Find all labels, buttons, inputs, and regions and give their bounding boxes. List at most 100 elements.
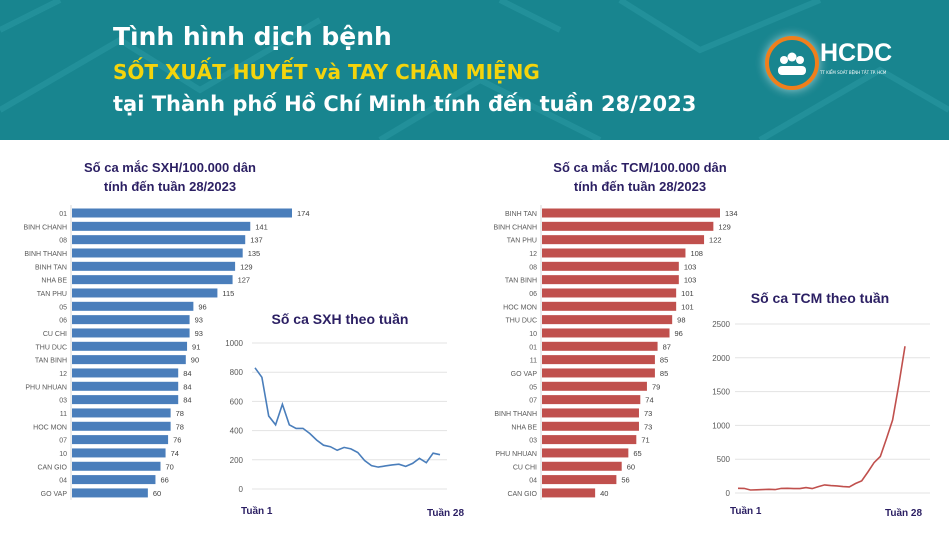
tcm-category-label: 01 <box>529 344 537 351</box>
tcm-category-label: HOC MON <box>503 304 537 311</box>
tcm-bar <box>542 301 677 311</box>
tcm-value-label: 85 <box>660 369 668 378</box>
tcm-weekly-ytick-label: 1500 <box>712 388 730 397</box>
sxh-value-label: 66 <box>160 476 168 485</box>
tcm-value-label: 60 <box>627 462 635 471</box>
tcm-category-label: TAN BINH <box>505 278 537 285</box>
tcm-value-label: 87 <box>663 342 671 351</box>
tcm-value-label: 122 <box>709 236 722 245</box>
tcm-weekly-xlabel-start: Tuần 1 <box>730 505 762 517</box>
sxh-bar <box>72 288 218 298</box>
sxh-bar <box>72 421 171 431</box>
sxh-bar <box>72 315 190 325</box>
tcm-bar <box>542 341 658 351</box>
sxh-value-label: 127 <box>238 276 251 285</box>
sxh-bar <box>72 235 246 245</box>
sxh-value-label: 78 <box>176 409 184 418</box>
sxh-weekly-ytick-label: 800 <box>230 368 244 377</box>
sxh-line-title: Số ca SXH theo tuần <box>271 311 409 327</box>
tcm-bar-subtitle: tính đến tuần 28/2023 <box>573 179 707 194</box>
tcm-category-label: TAN PHU <box>507 238 537 245</box>
tcm-value-label: 40 <box>600 489 608 498</box>
sxh-category-label: 04 <box>59 478 67 485</box>
tcm-bar <box>542 421 639 431</box>
sxh-bar <box>72 435 169 445</box>
hcdc-logo: HCDC TT KIỂM SOÁT BỆNH TẬT TP. HCM <box>762 33 902 93</box>
sxh-bar <box>72 341 188 351</box>
tcm-category-label: PHU NHUAN <box>495 451 537 458</box>
sxh-value-label: 129 <box>240 262 253 271</box>
sxh-weekly-ytick-label: 0 <box>239 485 244 494</box>
tcm-bar <box>542 288 677 298</box>
tcm-value-label: 96 <box>675 329 683 338</box>
sxh-bar <box>72 408 171 418</box>
sxh-bar <box>72 381 179 391</box>
sxh-category-label: BINH CHANH <box>23 224 67 231</box>
sxh-value-label: 91 <box>192 342 200 351</box>
tcm-bar <box>542 208 720 218</box>
tcm-weekly-ytick-label: 0 <box>726 489 731 498</box>
tcm-value-label: 74 <box>645 396 653 405</box>
tcm-value-label: 98 <box>677 316 685 325</box>
tcm-category-label: BINH TAN <box>505 211 537 218</box>
tcm-bar-title: Số ca mắc TCM/100.000 dân tính đến tuần … <box>510 158 770 196</box>
sxh-bar <box>72 208 292 218</box>
sxh-weekly-ytick-label: 600 <box>230 397 244 406</box>
tcm-weekly-ytick-label: 2500 <box>712 320 730 329</box>
tcm-bar <box>542 488 596 498</box>
tcm-category-label: 12 <box>529 251 537 258</box>
sxh-value-label: 93 <box>195 316 203 325</box>
sxh-value-label: 93 <box>195 329 203 338</box>
sxh-value-label: 90 <box>191 356 199 365</box>
sxh-bar <box>72 248 243 258</box>
sxh-category-label: 10 <box>59 451 67 458</box>
sxh-category-label: 08 <box>59 238 67 245</box>
tcm-value-label: 79 <box>652 382 660 391</box>
tcm-category-label: BINH CHANH <box>493 224 537 231</box>
tcm-bar <box>542 235 705 245</box>
sxh-bar <box>72 328 190 338</box>
sxh-weekly-xlabel-end: Tuần 28 <box>427 507 464 519</box>
tcm-bar <box>542 448 629 458</box>
sxh-value-label: 96 <box>198 302 206 311</box>
sxh-bar <box>72 488 148 498</box>
sxh-bar <box>72 368 179 378</box>
sxh-category-label: CAN GIO <box>37 464 67 471</box>
title-line-3: tại Thành phố Hồ Chí Minh tính đến tuần … <box>113 92 697 116</box>
logo-subtitle: TT KIỂM SOÁT BỆNH TẬT TP. HCM <box>820 70 887 75</box>
sxh-bar <box>72 261 236 271</box>
sxh-value-label: 60 <box>153 489 161 498</box>
sxh-weekly-ytick-label: 200 <box>230 456 244 465</box>
sxh-value-label: 76 <box>173 436 181 445</box>
sxh-value-label: 115 <box>222 289 234 298</box>
tcm-category-label: 11 <box>530 358 537 365</box>
tcm-value-label: 129 <box>718 222 731 231</box>
tcm-value-label: 73 <box>644 409 652 418</box>
sxh-category-label: NHA BE <box>41 278 67 285</box>
tcm-category-label: 05 <box>529 384 537 391</box>
tcm-bar-title-text: Số ca mắc TCM/100.000 dân <box>553 160 727 175</box>
sxh-category-label: TAN PHU <box>37 291 67 298</box>
tcm-category-label: CAN GIO <box>507 491 537 498</box>
sxh-bar-title-text: Số ca mắc SXH/100.000 dân <box>84 160 256 175</box>
sxh-category-label: 01 <box>59 211 67 218</box>
sxh-category-label: GO VAP <box>41 491 68 498</box>
sxh-weekly-ytick-label: 400 <box>230 427 244 436</box>
title-line-1: Tình hình dịch bệnh <box>113 22 392 51</box>
sxh-category-label: HOC MON <box>33 424 67 431</box>
sxh-value-label: 84 <box>183 369 191 378</box>
sxh-category-label: TAN BINH <box>35 358 67 365</box>
sxh-weekly-series-line <box>254 367 441 468</box>
header-banner: Tình hình dịch bệnh SỐT XUẤT HUYẾT và TA… <box>0 0 949 140</box>
tcm-weekly-ytick-label: 2000 <box>712 354 730 363</box>
title-line-2: SỐT XUẤT HUYẾT và TAY CHÂN MIỆNG <box>113 60 540 84</box>
sxh-value-label: 70 <box>166 462 174 471</box>
tcm-category-label: NHA BE <box>511 424 537 431</box>
tcm-bar <box>542 328 670 338</box>
tcm-value-label: 71 <box>641 436 649 445</box>
tcm-weekly-ytick-label: 1000 <box>712 421 730 430</box>
sxh-category-label: PHU NHUAN <box>25 384 67 391</box>
sxh-bar-subtitle: tính đến tuần 28/2023 <box>103 179 237 194</box>
tcm-category-label: 04 <box>529 478 537 485</box>
sxh-value-label: 174 <box>297 209 310 218</box>
